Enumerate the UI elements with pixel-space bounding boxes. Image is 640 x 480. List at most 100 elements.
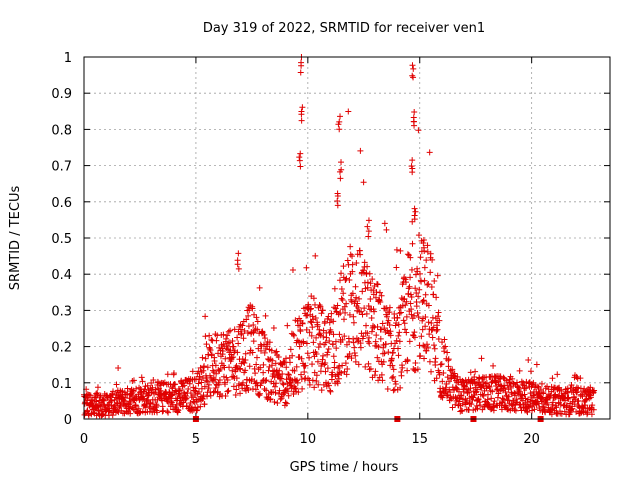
data-point: [317, 303, 324, 310]
data-point: [199, 354, 206, 361]
data-point: [116, 404, 123, 411]
data-point: [489, 404, 496, 411]
data-point: [350, 319, 357, 326]
data-point: [167, 395, 174, 402]
data-point: [181, 382, 188, 389]
data-point: [564, 389, 571, 396]
data-point: [378, 326, 385, 333]
data-point: [346, 277, 353, 284]
data-point: [388, 355, 395, 362]
data-point: [326, 329, 333, 336]
data-point: [310, 339, 317, 346]
data-point: [500, 374, 507, 381]
data-point: [449, 404, 456, 411]
data-point: [318, 387, 325, 394]
data-point: [393, 264, 400, 271]
data-point: [383, 226, 390, 233]
data-point: [379, 377, 386, 384]
data-point: [569, 405, 576, 412]
data-point: [263, 377, 270, 384]
data-point: [472, 389, 479, 396]
data-point: [409, 218, 416, 225]
data-point: [280, 381, 287, 388]
data-point: [338, 270, 345, 277]
data-point: [165, 409, 172, 416]
data-point: [409, 157, 416, 164]
data-point: [264, 343, 271, 350]
data-point: [342, 360, 349, 367]
data-point: [372, 294, 379, 301]
y-tick-label: 0.1: [51, 377, 72, 392]
data-point: [253, 314, 260, 321]
data-point: [334, 302, 341, 309]
data-point: [314, 323, 321, 330]
data-point: [237, 390, 244, 397]
data-point: [430, 342, 437, 349]
data-point: [415, 232, 422, 239]
data-point: [226, 364, 233, 371]
data-point: [427, 269, 434, 276]
data-point: [412, 208, 419, 215]
chart-title: Day 319 of 2022, SRMTID for receiver ven…: [203, 21, 485, 36]
data-point: [240, 335, 247, 342]
data-point: [229, 338, 236, 345]
data-point: [262, 335, 269, 342]
data-point: [374, 281, 381, 288]
data-point: [316, 326, 323, 333]
data-point: [242, 350, 249, 357]
data-point: [383, 305, 390, 312]
data-point: [229, 367, 236, 374]
data-point: [313, 334, 320, 341]
data-point: [307, 306, 314, 313]
data-point: [212, 362, 219, 369]
data-point: [373, 289, 380, 296]
data-point: [397, 247, 404, 254]
data-point: [367, 365, 374, 372]
data-point: [110, 388, 117, 395]
data-point: [377, 335, 384, 342]
data-point: [130, 406, 137, 413]
data-point: [263, 387, 270, 394]
data-point: [196, 373, 203, 380]
data-point: [436, 317, 443, 324]
data-point: [459, 377, 466, 384]
data-point: [278, 395, 285, 402]
data-point: [348, 355, 355, 362]
data-point: [381, 220, 388, 227]
data-point: [349, 253, 356, 260]
data-point: [549, 401, 556, 408]
data-point: [306, 381, 313, 388]
data-point: [195, 368, 202, 375]
data-point: [126, 405, 133, 412]
data-point: [427, 250, 434, 257]
data-point: [395, 321, 402, 328]
data-point: [253, 361, 260, 368]
data-point: [139, 378, 146, 385]
data-point: [587, 384, 594, 391]
data-point: [441, 336, 448, 343]
data-point: [245, 323, 252, 330]
data-point: [443, 388, 450, 395]
data-point: [365, 338, 372, 345]
data-point: [415, 314, 422, 321]
data-point: [394, 315, 401, 322]
data-point: [387, 332, 394, 339]
data-point: [206, 345, 213, 352]
data-point: [204, 393, 211, 400]
data-point: [297, 150, 304, 157]
data-point: [527, 398, 534, 405]
data-point: [374, 323, 381, 330]
data-point: [273, 380, 280, 387]
data-point: [415, 127, 422, 134]
data-point: [557, 401, 564, 408]
data-point: [424, 281, 431, 288]
data-point: [521, 391, 528, 398]
data-point: [343, 371, 350, 378]
data-point: [233, 386, 240, 393]
data-point: [230, 343, 237, 350]
data-point: [144, 396, 151, 403]
data-point: [193, 407, 200, 414]
data-point: [236, 365, 243, 372]
data-point: [164, 371, 171, 378]
data-point: [357, 251, 364, 258]
